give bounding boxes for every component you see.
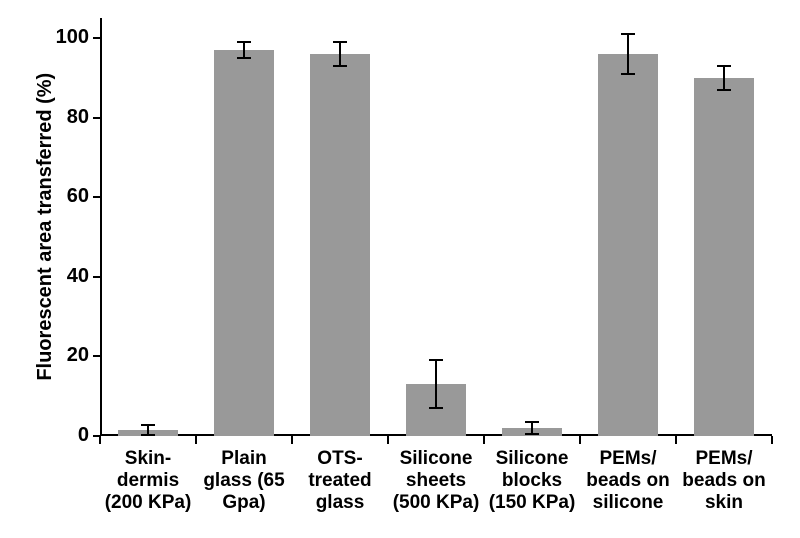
error-bar-cap xyxy=(333,41,347,43)
y-tick-mark xyxy=(93,196,100,198)
x-tick-mark xyxy=(771,436,773,444)
error-bar xyxy=(723,66,725,90)
bar xyxy=(598,54,658,436)
error-bar xyxy=(339,42,341,66)
error-bar-cap xyxy=(141,434,155,436)
x-tick-mark xyxy=(195,436,197,444)
error-bar xyxy=(243,42,245,58)
error-bar-cap xyxy=(429,407,443,409)
bar xyxy=(694,78,754,436)
y-tick-mark xyxy=(93,117,100,119)
error-bar-cap xyxy=(621,33,635,35)
x-tick-mark xyxy=(291,436,293,444)
y-tick-label: 20 xyxy=(45,344,89,367)
error-bar xyxy=(435,360,437,408)
error-bar-cap xyxy=(621,73,635,75)
x-category-label: Siliconesheets(500 KPa) xyxy=(388,448,484,514)
x-category-label: Plainglass (65Gpa) xyxy=(196,448,292,514)
bar xyxy=(214,50,274,436)
x-tick-mark xyxy=(387,436,389,444)
y-tick-label: 80 xyxy=(45,106,89,129)
x-tick-mark xyxy=(483,436,485,444)
error-bar xyxy=(627,34,629,74)
x-tick-mark xyxy=(579,436,581,444)
y-tick-label: 40 xyxy=(45,265,89,288)
y-tick-mark xyxy=(93,355,100,357)
x-tick-mark xyxy=(99,436,101,444)
x-category-label: PEMs/beads onsilicone xyxy=(580,448,676,514)
bar-chart: Fluorescent area transferred (%) 0204060… xyxy=(0,0,800,538)
x-category-label: OTS-treatedglass xyxy=(292,448,388,514)
error-bar-cap xyxy=(141,424,155,426)
error-bar-cap xyxy=(525,433,539,435)
error-bar-cap xyxy=(717,65,731,67)
error-bar-cap xyxy=(429,359,443,361)
y-tick-mark xyxy=(93,37,100,39)
error-bar-cap xyxy=(333,65,347,67)
x-category-label: Siliconeblocks(150 KPa) xyxy=(484,448,580,514)
error-bar-cap xyxy=(237,41,251,43)
y-tick-label: 100 xyxy=(45,26,89,49)
x-category-label: PEMs/beads onskin xyxy=(676,448,772,514)
y-tick-mark xyxy=(93,276,100,278)
y-tick-label: 60 xyxy=(45,185,89,208)
error-bar-cap xyxy=(525,421,539,423)
error-bar-cap xyxy=(717,89,731,91)
x-category-label: Skin-dermis(200 KPa) xyxy=(100,448,196,514)
x-tick-mark xyxy=(675,436,677,444)
bar xyxy=(310,54,370,436)
y-tick-label: 0 xyxy=(45,424,89,447)
error-bar-cap xyxy=(237,57,251,59)
